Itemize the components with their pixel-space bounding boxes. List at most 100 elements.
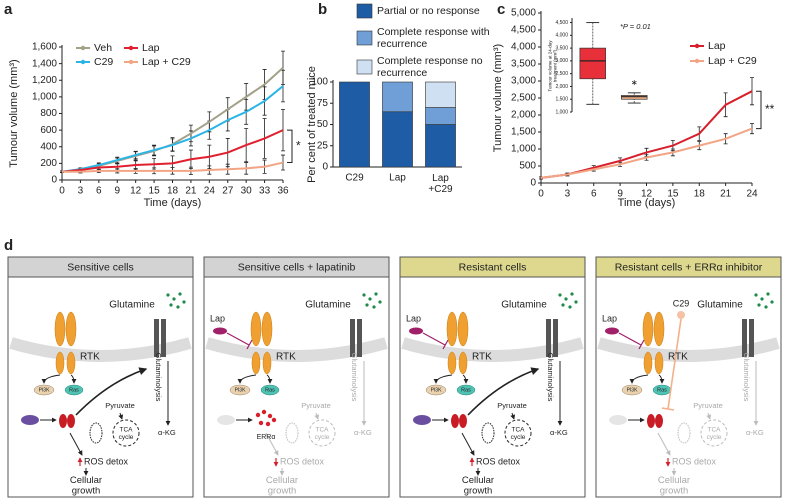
pi3k-node [229, 384, 251, 396]
x-tick-label: 18 [167, 186, 179, 197]
text-line: TCA [512, 426, 526, 433]
y-tick-label: 1,500 [555, 97, 568, 103]
significance-bracket [287, 129, 293, 164]
diagram-label: TCA cycle [511, 426, 526, 441]
diagram-label: PI3K [235, 387, 247, 393]
inhibition [226, 332, 253, 350]
arrow [657, 432, 671, 456]
errα-monomer [255, 412, 261, 418]
x-tick-label: C29 [345, 173, 364, 184]
pi3k-node [621, 384, 643, 396]
arrow [433, 374, 453, 384]
arrow [467, 367, 540, 416]
y-tick-label: 2,500 [511, 93, 536, 104]
box [579, 47, 606, 80]
glutamine-molecule [766, 292, 770, 296]
diagram-label: TCA cycle [119, 426, 134, 441]
glutamine-molecule [564, 297, 568, 301]
y-tick-label: 0 [51, 175, 57, 186]
diagram-label: Glutamine [501, 300, 547, 311]
text-line: +C29 [428, 184, 453, 195]
receptor [457, 311, 469, 347]
transporter [546, 319, 551, 357]
diagram-label: Ras [657, 387, 667, 393]
significance-bracket [756, 90, 762, 130]
errα-dimer [459, 414, 467, 428]
y-tick-label: 3,000 [555, 58, 568, 64]
arrow [706, 412, 712, 420]
receptor [447, 351, 457, 375]
y-axis-label: Tumour volume (mm³) [492, 44, 504, 152]
glutamine-molecule [568, 305, 572, 309]
cell-title: Sensitive cells + lapatinib [238, 261, 356, 273]
receptor [643, 351, 653, 375]
legend-swatch [356, 59, 373, 75]
mitochondrion [677, 422, 691, 444]
diagram-label: Cellular growth [266, 474, 298, 496]
line-series [62, 161, 284, 173]
diagram-label: ERRα [257, 434, 276, 441]
x-tick-label: 36 [277, 186, 289, 197]
diagram-label: α-KG [158, 428, 176, 437]
y-tick-label: 1,000 [511, 144, 536, 155]
x-tick-label: 6 [591, 189, 597, 200]
y-tick-label: 3,500 [555, 45, 568, 51]
pi3k-node [33, 384, 55, 396]
bar-segment [382, 111, 413, 168]
receptor [65, 311, 77, 347]
text-line: cycle [511, 433, 526, 440]
glutamine-molecule [770, 300, 774, 304]
y-tick-label: 2,000 [511, 110, 536, 121]
text-line: recurrence [377, 38, 427, 50]
transporter [357, 319, 362, 357]
text-line: cycle [315, 433, 330, 440]
transporter [161, 319, 166, 357]
y-tick-label: 0 [322, 162, 328, 173]
y-tick-label: 400 [40, 141, 57, 152]
line-series [540, 127, 753, 179]
diagram-label: Glutaminolysis [350, 353, 359, 402]
mitochondrion [285, 422, 299, 444]
glutamine-molecule [176, 305, 180, 309]
receptor [446, 311, 458, 347]
text-line: growth [464, 485, 493, 496]
x-tick-label: 21 [720, 189, 732, 200]
arrow [629, 374, 649, 384]
legend-marker [694, 58, 700, 64]
diagram-label: Pyruvate [105, 401, 135, 410]
receptor [653, 311, 665, 347]
line-series [61, 85, 284, 173]
diagram-label: RTK [80, 352, 100, 363]
tca-cycle [112, 419, 140, 447]
diagram-label: α-KG [746, 428, 764, 437]
errα-dimer [59, 414, 67, 428]
diagram-label: ROS detox [280, 456, 325, 466]
errα-dimer [451, 414, 459, 428]
x-axis-label: Time (days) [618, 197, 676, 209]
diagram-label: TCA cycle [315, 426, 330, 441]
text-line: TCA [708, 426, 722, 433]
legend-marker [694, 43, 700, 49]
text-line: growth [268, 485, 297, 496]
legend-swatch [356, 3, 373, 19]
y-tick-label: 75 [317, 98, 329, 109]
y-tick-label: 100 [311, 77, 328, 88]
legend-marker [80, 59, 86, 65]
x-tick-label: 27 [222, 186, 234, 197]
y-tick-label: 200 [40, 158, 57, 169]
membrane [401, 337, 584, 362]
bar-segment [425, 81, 456, 108]
diagram-label: Pyruvate [301, 401, 331, 410]
diagram-label: α-KG [354, 428, 372, 437]
y-tick-label: 1,400 [32, 58, 57, 69]
x-tick-label: 6 [96, 186, 102, 197]
glutamine-molecule [365, 303, 369, 307]
panel-letter: b [318, 1, 327, 18]
y-tick-label: 25 [317, 140, 329, 151]
diagram-label: α-KG [550, 428, 568, 437]
kinase-node [21, 415, 39, 425]
lapatinib [409, 327, 423, 335]
lapatinib [605, 327, 619, 335]
diagram-label: RTK [472, 352, 492, 363]
diagram-label: Glutamine [305, 300, 351, 311]
